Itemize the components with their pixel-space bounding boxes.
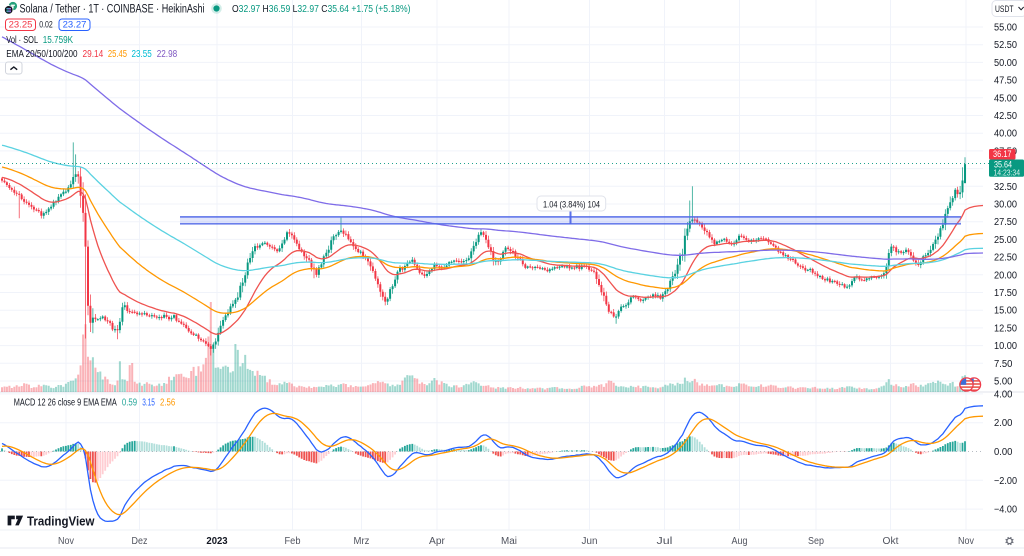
svg-text:EMA 20/50/100/200: EMA 20/50/100/200: [6, 49, 78, 60]
svg-text:14:23:34: 14:23:34: [994, 169, 1021, 178]
svg-text:29.14: 29.14: [83, 49, 104, 60]
svg-text:36.17: 36.17: [993, 149, 1012, 159]
svg-text:23.27: 23.27: [63, 20, 87, 31]
svg-text:55.00: 55.00: [994, 23, 1017, 34]
svg-text:15.759K: 15.759K: [43, 35, 74, 46]
svg-text:Sep: Sep: [808, 536, 824, 547]
svg-text:1.04 (3.84%) 104: 1.04 (3.84%) 104: [543, 199, 600, 210]
svg-text:Mai: Mai: [501, 536, 517, 547]
svg-text:22.50: 22.50: [994, 253, 1017, 264]
svg-text:Vol · SOL: Vol · SOL: [6, 35, 38, 46]
svg-text:TradingView: TradingView: [27, 514, 95, 528]
svg-text:Dez: Dez: [132, 536, 148, 547]
svg-text:15.00: 15.00: [994, 306, 1017, 317]
svg-text:17.50: 17.50: [994, 288, 1017, 299]
svg-text:O32.97 H36.59 L32.97 C35.64 +1: O32.97 H36.59 L32.97 C35.64 +1.75 (+5.18…: [232, 4, 411, 15]
svg-text:2.00: 2.00: [994, 418, 1013, 429]
svg-text:45.00: 45.00: [994, 93, 1017, 104]
svg-text:Nov: Nov: [958, 536, 974, 547]
svg-text:50.00: 50.00: [994, 58, 1017, 69]
svg-text:32.50: 32.50: [994, 182, 1017, 193]
svg-text:23.25: 23.25: [9, 20, 33, 31]
svg-text:25.00: 25.00: [994, 235, 1017, 246]
svg-text:Mrz: Mrz: [354, 536, 370, 547]
svg-text:5.00: 5.00: [994, 377, 1013, 388]
svg-text:Nov: Nov: [58, 536, 74, 547]
svg-text:0.59: 0.59: [122, 398, 138, 409]
svg-text:27.50: 27.50: [994, 217, 1017, 228]
svg-text:23.55: 23.55: [132, 49, 153, 60]
svg-text:0.02: 0.02: [39, 20, 53, 31]
svg-text:Solana / Tether · 1T · COINBAS: Solana / Tether · 1T · COINBASE · Heikin…: [20, 4, 205, 16]
svg-text:35.64: 35.64: [994, 159, 1012, 170]
svg-text:7.50: 7.50: [994, 359, 1013, 370]
svg-text:22.98: 22.98: [157, 49, 178, 60]
svg-text:Okt: Okt: [883, 536, 899, 547]
svg-text:10.00: 10.00: [994, 341, 1017, 352]
svg-text:MACD 12 26 close 9 EMA EMA: MACD 12 26 close 9 EMA EMA: [14, 398, 117, 409]
svg-text:25.45: 25.45: [108, 49, 127, 60]
svg-text:3.15: 3.15: [142, 398, 155, 409]
svg-text:Aug: Aug: [732, 536, 748, 547]
svg-text:−4.00: −4.00: [994, 505, 1017, 516]
svg-text:Apr: Apr: [429, 536, 446, 547]
svg-text:12.50: 12.50: [994, 323, 1017, 334]
svg-text:USDT: USDT: [995, 4, 1014, 14]
svg-text:20.00: 20.00: [994, 270, 1017, 281]
svg-text:40.00: 40.00: [994, 129, 1017, 140]
svg-text:2023: 2023: [206, 536, 228, 547]
svg-text:0.00: 0.00: [994, 447, 1013, 458]
svg-text:30.00: 30.00: [994, 200, 1017, 211]
svg-text:−2.00: −2.00: [994, 476, 1017, 487]
svg-text:47.50: 47.50: [994, 76, 1017, 87]
svg-text:4.00: 4.00: [994, 389, 1013, 400]
svg-text:42.50: 42.50: [994, 111, 1017, 122]
svg-text:Jul: Jul: [657, 536, 673, 547]
svg-text:Jun: Jun: [582, 536, 598, 547]
svg-text:2.56: 2.56: [160, 398, 176, 409]
svg-text:52.50: 52.50: [994, 40, 1017, 51]
svg-text:Feb: Feb: [285, 536, 301, 547]
